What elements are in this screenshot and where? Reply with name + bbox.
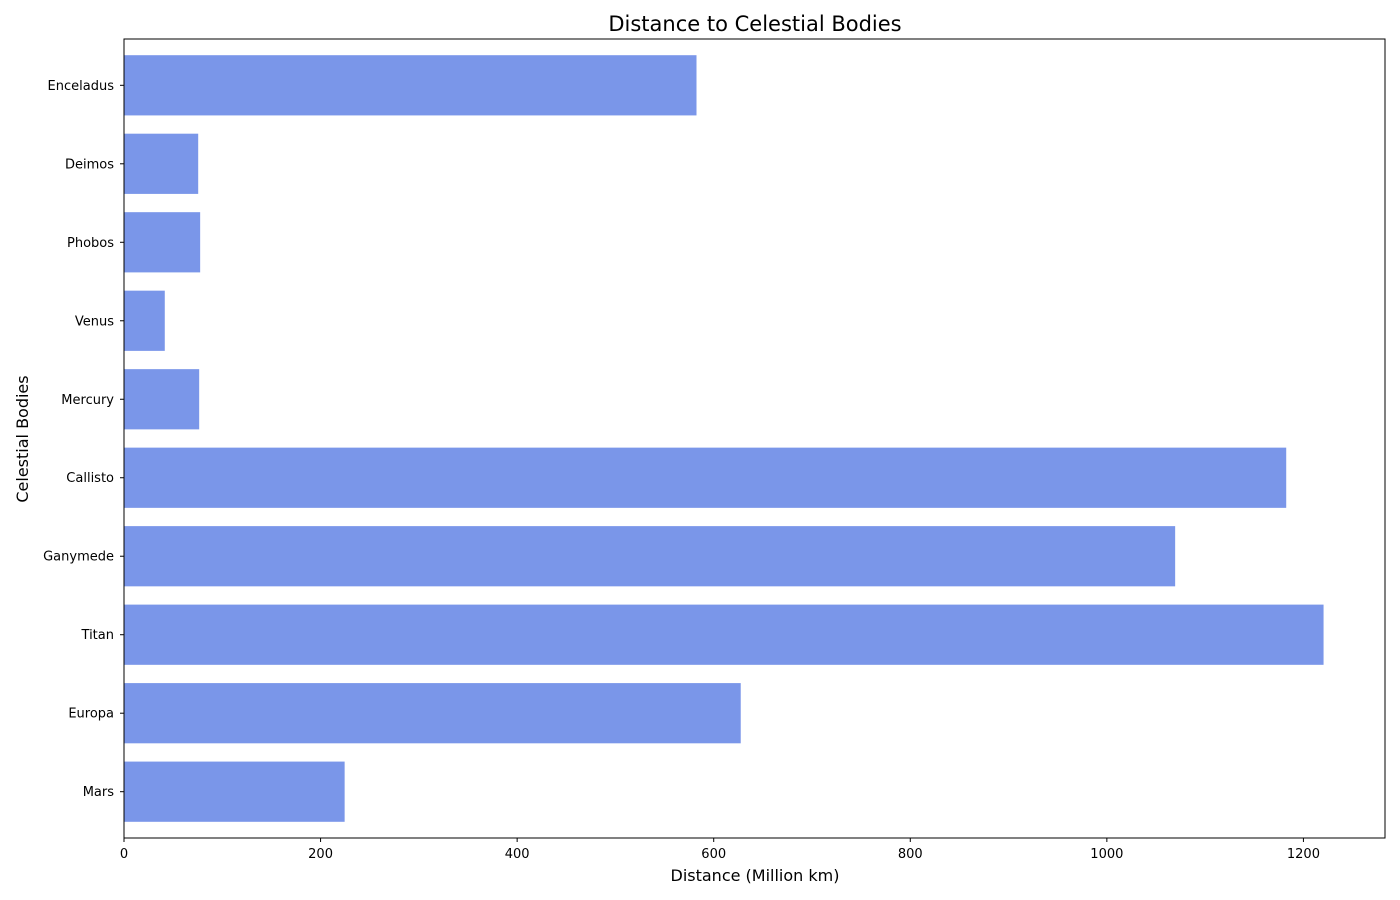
bar-venus — [123, 289, 166, 352]
x-tick-label-1000: 1000 — [1090, 847, 1123, 862]
plot-frame — [123, 38, 1386, 839]
bar-titan — [123, 603, 1325, 666]
x-tick-label-200: 200 — [308, 847, 333, 862]
bar-deimos — [123, 132, 200, 195]
x-tick-label-800: 800 — [898, 847, 923, 862]
x-tick-label-600: 600 — [701, 847, 726, 862]
y-tick-label-mars: Mars — [83, 785, 115, 800]
x-tick-label-0: 0 — [120, 847, 128, 862]
bar-callisto — [123, 446, 1288, 509]
y-tick-label-ganymede: Ganymede — [43, 550, 114, 565]
y-tick-label-venus: Venus — [75, 314, 114, 329]
bar-ganymede — [123, 525, 1177, 588]
bar-mars — [123, 760, 346, 823]
bar-mercury — [123, 368, 201, 431]
chart-title: Distance to Celestial Bodies — [608, 12, 901, 36]
y-tick-label-enceladus: Enceladus — [48, 79, 115, 94]
y-tick-label-callisto: Callisto — [66, 471, 114, 486]
y-tick-label-europa: Europa — [68, 707, 114, 722]
y-tick-label-mercury: Mercury — [61, 393, 114, 408]
y-tick-label-titan: Titan — [81, 628, 114, 643]
x-axis-label: Distance (Million km) — [671, 866, 840, 885]
x-ticks-layer: 0 200 400 600 800 1000 1200 — [120, 838, 1320, 862]
y-ticks-layer: Mars Europa Titan Ganymede Callisto Mercury Ve… — [43, 79, 124, 800]
bars-layer — [123, 54, 1325, 823]
x-tick-label-1200: 1200 — [1287, 847, 1320, 862]
x-tick-label-400: 400 — [505, 847, 530, 862]
y-axis-label: Celestial Bodies — [13, 375, 32, 502]
bar-europa — [123, 682, 742, 745]
y-tick-label-deimos: Deimos — [65, 157, 114, 172]
y-tick-label-phobos: Phobos — [67, 236, 114, 251]
bar-phobos — [123, 211, 202, 274]
bar-enceladus — [123, 54, 698, 117]
